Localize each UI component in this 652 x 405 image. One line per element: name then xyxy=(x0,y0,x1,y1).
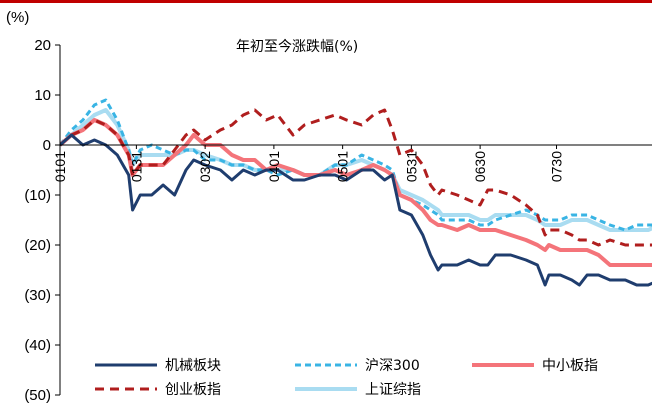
x-tick-label: 0531 xyxy=(403,151,419,182)
series-line-沪深300 xyxy=(60,98,652,232)
y-tick-label: 20 xyxy=(34,37,51,54)
legend-label: 中小板指 xyxy=(542,358,598,374)
y-tick-label: 10 xyxy=(34,87,51,104)
x-tick-label: 0302 xyxy=(197,151,213,182)
series-line-中小板指 xyxy=(60,118,652,267)
legend-label: 创业板指 xyxy=(165,382,221,398)
y-tick-label: 0 xyxy=(43,137,51,154)
x-tick-label: 0630 xyxy=(472,151,488,182)
legend-label: 上证综指 xyxy=(365,382,421,398)
series-layer xyxy=(60,98,652,287)
series-line-机械板块 xyxy=(60,133,652,287)
header-rule xyxy=(0,0,652,3)
y-axis-unit: (%) xyxy=(6,9,29,26)
y-tick-label: (30) xyxy=(24,287,51,304)
x-tick-label: 0131 xyxy=(128,151,144,182)
series-line-创业板指 xyxy=(60,108,652,247)
axis-layer: 20 10 0 (10) (20) (30) (40) (50) 0101 0131 0302 040… xyxy=(24,37,652,404)
series-line-上证综指 xyxy=(60,108,652,232)
x-tick-label: 0101 xyxy=(52,151,68,182)
y-tick-label: (50) xyxy=(24,387,51,404)
x-tick-label: 0730 xyxy=(549,151,565,182)
x-tick-label: 0501 xyxy=(335,151,351,182)
y-tick-label: (40) xyxy=(24,337,51,354)
legend-label: 机械板块 xyxy=(165,358,221,374)
y-tick-label: (10) xyxy=(24,187,51,204)
legend-label: 沪深300 xyxy=(365,358,420,374)
x-tick-label: 0401 xyxy=(266,151,282,182)
y-tick-label: (20) xyxy=(24,237,51,254)
chart-title: 年初至今涨跌幅(%) xyxy=(236,38,358,55)
